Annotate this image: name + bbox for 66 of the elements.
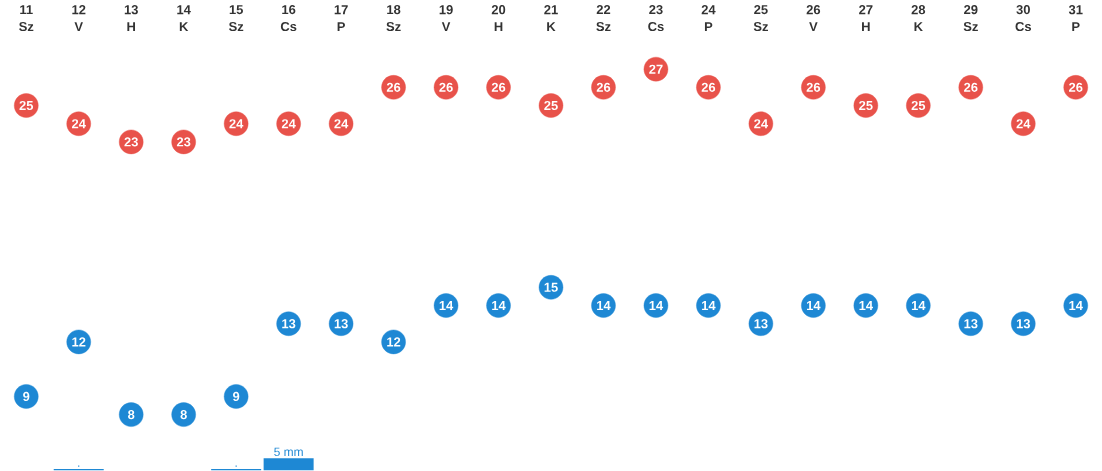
data-label: 26 xyxy=(964,82,978,92)
x-tick-label: 24 P xyxy=(701,5,716,32)
data-label: 14 xyxy=(649,301,664,310)
data-label: 8 xyxy=(180,410,187,420)
data-label: 25 xyxy=(544,100,558,111)
data-label: 14 xyxy=(911,301,926,310)
data-label: 26 xyxy=(1069,82,1083,92)
data-label: 24 xyxy=(71,119,86,129)
data-label: 5 mm xyxy=(274,447,303,457)
data-label: 25 xyxy=(859,100,873,111)
x-tick-label: 13 H xyxy=(124,5,138,32)
data-label: 15 xyxy=(544,282,558,292)
data-label: 13 xyxy=(282,319,296,329)
x-tick-label: 23 Cs xyxy=(648,4,664,32)
x-tick-label: 11 Sz xyxy=(19,5,34,32)
x-tick-label: 17 P xyxy=(334,5,348,32)
data-label: 24 xyxy=(281,119,296,129)
x-tick-label: 12 V xyxy=(72,5,86,32)
x-tick-label: 21 K xyxy=(544,5,558,32)
data-label: 25 xyxy=(19,100,34,111)
data-label: 13 xyxy=(754,319,768,329)
data-label: 24 xyxy=(229,119,244,129)
x-tick-label: 22 Sz xyxy=(596,4,611,32)
data-label: 24 xyxy=(754,119,769,129)
data-label: 8 xyxy=(128,410,135,420)
x-tick-label: 14 K xyxy=(177,5,191,32)
x-tick-label: 28 K xyxy=(911,5,926,32)
data-label: 13 xyxy=(964,319,978,329)
x-tick-label: 31 P xyxy=(1068,5,1083,32)
data-label: . xyxy=(235,465,237,467)
x-tick-label: 27 H xyxy=(859,5,873,32)
x-tick-label: 15 Sz xyxy=(228,5,244,32)
data-label: 13 xyxy=(1016,319,1031,329)
data-label: 23 xyxy=(124,137,138,147)
data-label: 26 xyxy=(701,82,716,92)
data-label: 26 xyxy=(596,82,611,92)
x-tick-label: 20 H xyxy=(491,5,506,32)
data-label: 14 xyxy=(702,301,716,310)
data-label: 9 xyxy=(23,391,30,402)
data-label: 12 xyxy=(72,337,86,347)
data-label: 27 xyxy=(649,64,663,74)
x-tick-label: 18 Sz xyxy=(386,4,401,32)
data-label: 14 xyxy=(597,301,611,310)
data-label: 14 xyxy=(806,301,821,310)
x-tick-label: 26 V xyxy=(806,5,821,32)
data-label: 23 xyxy=(176,137,191,147)
x-tick-label: 30 Cs xyxy=(1015,4,1032,32)
data-label: 9 xyxy=(233,391,240,402)
data-label: 24 xyxy=(1016,119,1031,129)
data-label: 12 xyxy=(387,337,401,347)
data-label: 14 xyxy=(859,301,873,310)
data-label: 24 xyxy=(334,119,349,129)
data-label: 14 xyxy=(439,301,454,310)
data-label: . xyxy=(78,465,80,467)
data-label: 14 xyxy=(492,301,506,310)
data-label: 26 xyxy=(386,82,401,92)
data-label: 25 xyxy=(911,100,926,111)
data-label: 26 xyxy=(806,82,821,92)
x-tick-label: 19 V xyxy=(439,5,453,32)
data-label: 26 xyxy=(439,82,453,92)
x-tick-label: 25 Sz xyxy=(753,4,768,32)
x-tick-label: 29 Sz xyxy=(963,4,978,32)
data-label: 14 xyxy=(1069,301,1083,310)
data-label: 26 xyxy=(491,82,506,92)
data-label: 13 xyxy=(334,319,348,329)
x-tick-label: 16 Cs xyxy=(280,4,297,32)
